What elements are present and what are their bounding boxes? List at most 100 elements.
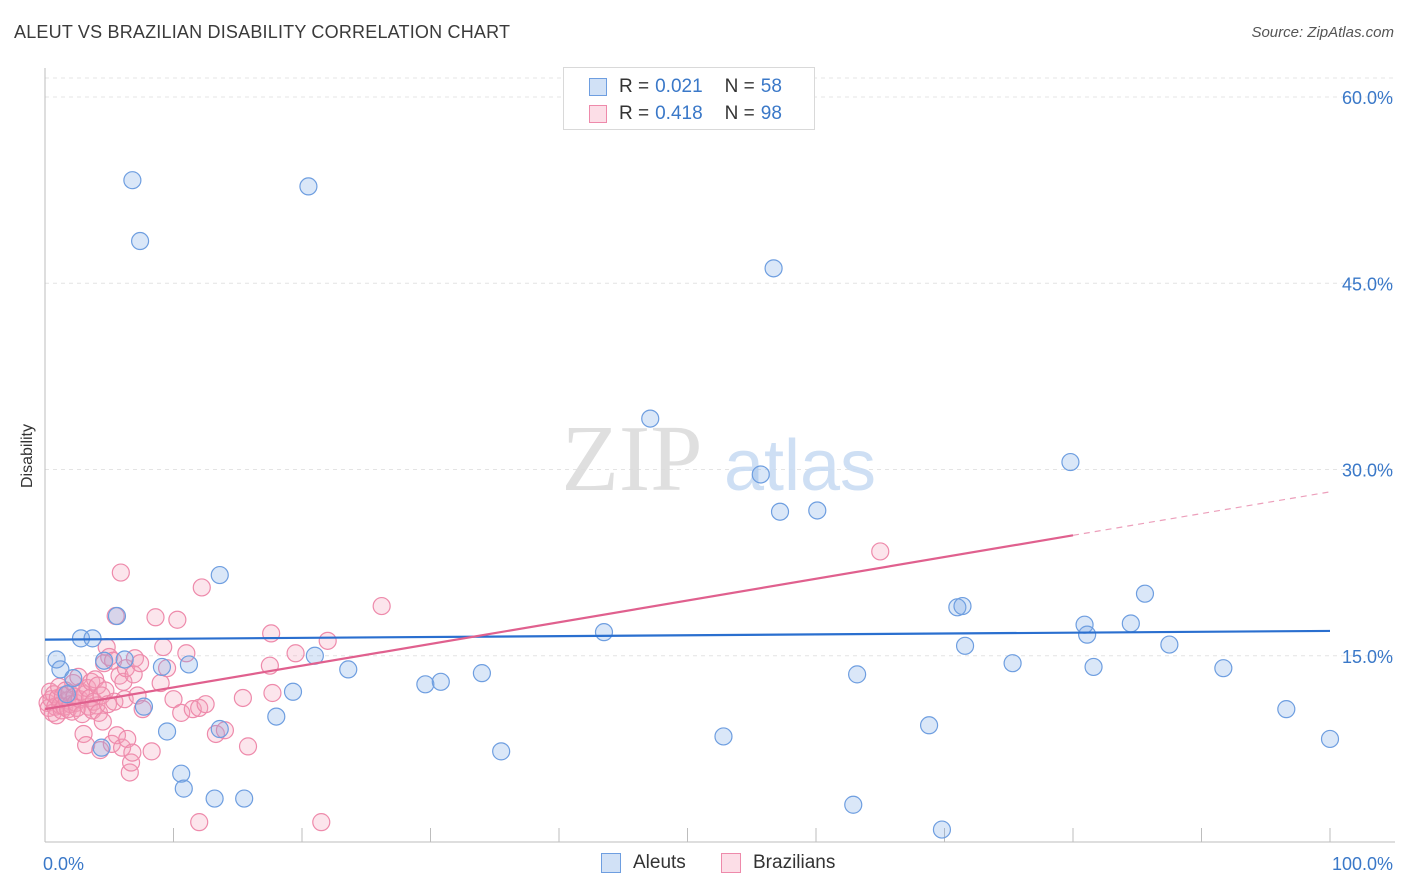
grid-lines [45, 77, 1395, 657]
aleuts-point [1135, 584, 1155, 603]
aleuts-point [416, 675, 435, 694]
brazilians-point [312, 813, 331, 832]
aleuts-point [57, 685, 76, 704]
aleuts-point [808, 501, 827, 520]
aleuts-point [157, 722, 177, 741]
aleuts-point [1084, 657, 1103, 677]
legend-label-brazilians: Brazilians [753, 852, 836, 873]
aleuts-point [95, 651, 114, 670]
aleuts-point [844, 795, 863, 814]
brazilians-point [233, 688, 252, 708]
aleuts-point [1078, 625, 1097, 644]
legend-row-brazilians: R = 0.418 N = 98 [589, 102, 782, 126]
watermark: ZIP atlas [562, 407, 877, 511]
brazilians-point [286, 644, 305, 663]
brazilians-legend-icon [721, 853, 741, 873]
aleuts-point [764, 259, 783, 278]
aleuts-point [210, 565, 229, 585]
aleuts-legend-icon [601, 853, 621, 873]
aleuts-point [1320, 729, 1340, 749]
brazilians-point [111, 563, 130, 582]
aleuts-point [955, 636, 975, 655]
watermark-zip: ZIP [562, 407, 703, 511]
aleuts-point [299, 177, 318, 196]
brazilians-point [164, 690, 183, 709]
n-label: N = [724, 76, 755, 97]
legend-item-brazilians[interactable]: Brazilians [721, 852, 835, 874]
x-tick-label: 100.0% [1332, 854, 1393, 874]
brazilians-point [118, 729, 137, 749]
aleuts-point [1003, 654, 1022, 673]
series-legend: Aleuts Brazilians [0, 851, 1406, 877]
aleuts-point [152, 657, 172, 677]
aleuts-point [235, 789, 254, 808]
aleuts-point [51, 660, 70, 679]
brazilians-point [177, 644, 196, 663]
brazilians-point [318, 631, 337, 650]
aleuts-point [134, 697, 154, 716]
brazilians-point [262, 624, 281, 643]
aleuts-point [848, 665, 867, 684]
brazilians-point [123, 743, 142, 762]
y-tick-label: 60.0% [1342, 88, 1393, 108]
brazilians-point [263, 683, 282, 703]
n-label: N = [724, 103, 755, 124]
chart-title: ALEUT VS BRAZILIAN DISABILITY CORRELATIO… [14, 22, 511, 42]
y-tick-label: 15.0% [1342, 647, 1393, 667]
brazilians-trend-extension [1072, 491, 1331, 536]
axes [44, 68, 1395, 843]
brazilians-point [172, 703, 191, 722]
legend-item-aleuts[interactable]: Aleuts [601, 852, 686, 874]
aleuts-point [92, 738, 111, 757]
aleuts-point [594, 623, 614, 642]
brazilians-points [38, 542, 890, 832]
brazilians-swatch-icon [589, 105, 607, 123]
aleuts-point [641, 409, 660, 428]
aleuts-point [64, 668, 83, 688]
n-value: 58 [760, 76, 782, 97]
brazilians-point [142, 742, 161, 761]
aleuts-point [339, 660, 358, 679]
aleuts-point [130, 231, 150, 251]
aleuts-point [107, 606, 127, 626]
brazilians-point [112, 738, 132, 757]
trend-lines [44, 491, 1331, 711]
x-tick-label: 0.0% [43, 854, 84, 874]
brazilians-point [871, 542, 890, 561]
aleuts-point [953, 596, 972, 616]
r-label: R = [619, 103, 650, 124]
aleuts-point [283, 682, 303, 701]
aleuts-point [172, 764, 191, 783]
tick-labels: 15.0% 30.0% 45.0% 60.0% 0.0% 100.0% [43, 88, 1393, 874]
aleuts-trend-line [44, 629, 1331, 641]
aleuts-point [1214, 659, 1233, 678]
n-value: 98 [760, 103, 782, 124]
aleuts-point [932, 820, 952, 839]
r-value: 0.418 [655, 103, 703, 124]
y-tick-label: 30.0% [1342, 461, 1393, 481]
aleuts-point [472, 664, 491, 683]
aleuts-point [210, 719, 229, 739]
brazilians-point [192, 578, 211, 597]
aleuts-point [492, 742, 511, 761]
brazilians-point [93, 712, 112, 731]
brazilians-point [130, 654, 150, 673]
aleuts-point [1277, 700, 1296, 719]
brazilians-point [238, 737, 258, 756]
brazilians-point [124, 665, 143, 684]
brazilians-point [372, 596, 391, 616]
aleuts-point [919, 716, 939, 735]
source-credit: Source: ZipAtlas.com [1251, 24, 1394, 41]
aleuts-point [174, 779, 193, 798]
brazilians-point [154, 637, 173, 657]
aleuts-swatch-icon [589, 78, 607, 96]
aleuts-point [179, 655, 199, 674]
correlation-legend: R = 0.021 N = 58 R = 0.418 N = 98 [563, 67, 815, 130]
brazilians-trend-line [44, 534, 1074, 711]
aleuts-point [1160, 635, 1179, 654]
brazilians-point [146, 608, 165, 627]
watermark-atlas: atlas [724, 426, 876, 506]
aleuts-point [431, 672, 450, 691]
aleuts-point [123, 171, 142, 190]
